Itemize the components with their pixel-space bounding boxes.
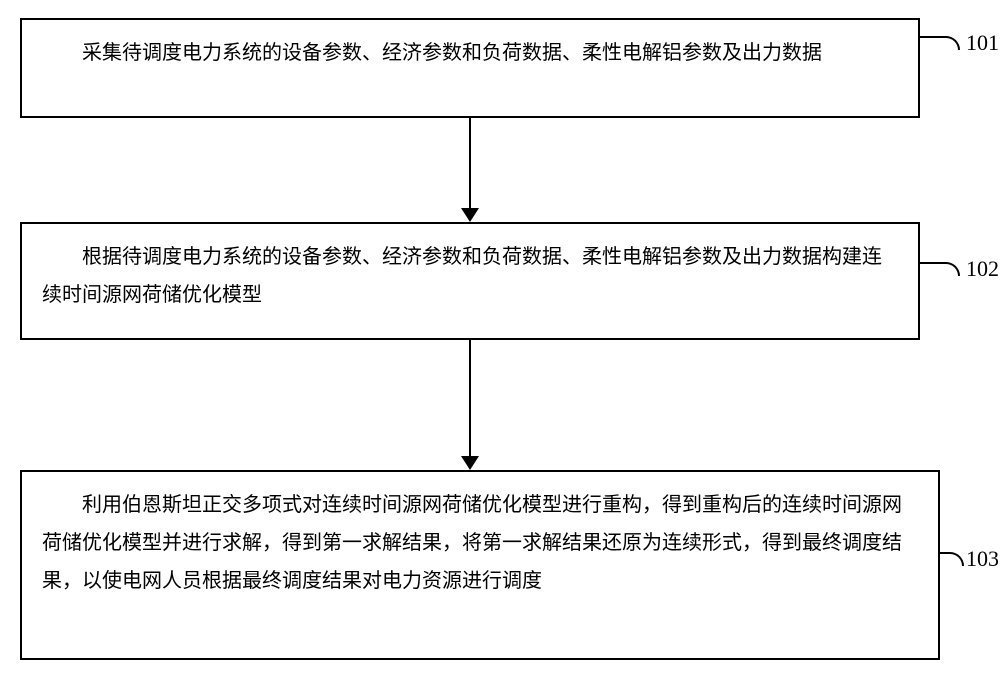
flowchart-canvas: 采集待调度电力系统的设备参数、经济参数和负荷数据、柔性电解铝参数及出力数据 101… <box>0 0 1000 690</box>
flow-node-text: 采集待调度电力系统的设备参数、经济参数和负荷数据、柔性电解铝参数及出力数据 <box>42 34 898 72</box>
flow-node-text: 根据待调度电力系统的设备参数、经济参数和负荷数据、柔性电解铝参数及出力数据构建连… <box>42 238 898 314</box>
flow-node-step1: 采集待调度电力系统的设备参数、经济参数和负荷数据、柔性电解铝参数及出力数据 <box>20 18 920 118</box>
callout-step3 <box>940 552 964 566</box>
flow-label-step2: 102 <box>966 256 999 282</box>
callout-step1 <box>920 36 960 50</box>
flow-label-step1: 101 <box>966 30 999 56</box>
flow-node-step2: 根据待调度电力系统的设备参数、经济参数和负荷数据、柔性电解铝参数及出力数据构建连… <box>20 222 920 340</box>
flow-node-text: 利用伯恩斯坦正交多项式对连续时间源网荷储优化模型进行重构，得到重构后的连续时间源… <box>42 486 918 600</box>
flow-arrow-step2-step3 <box>459 340 481 470</box>
flow-node-step3: 利用伯恩斯坦正交多项式对连续时间源网荷储优化模型进行重构，得到重构后的连续时间源… <box>20 470 940 660</box>
flow-label-step3: 103 <box>966 546 999 572</box>
flow-arrow-step1-step2 <box>459 118 481 222</box>
callout-step2 <box>920 262 960 276</box>
